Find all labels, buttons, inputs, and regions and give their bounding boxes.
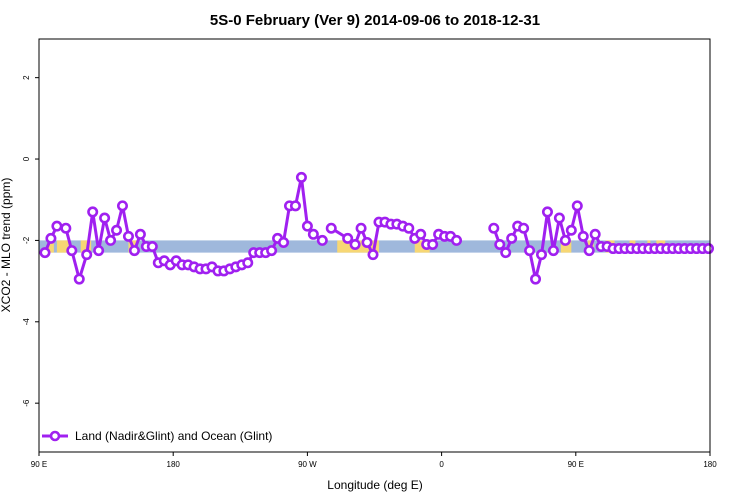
x-tick-label: 90 W [298, 460, 317, 469]
data-point [51, 220, 63, 232]
data-point [111, 224, 123, 236]
data-point [342, 232, 354, 244]
data-point [427, 238, 439, 250]
data-point [87, 206, 99, 218]
data-point [134, 228, 146, 240]
y-tick-label: 2 [22, 75, 31, 80]
data-point [45, 232, 57, 244]
data-point [506, 232, 518, 244]
data-point [565, 224, 577, 236]
data-point [93, 245, 105, 257]
data-point [146, 241, 158, 253]
data-point [295, 171, 307, 183]
data-point [316, 234, 328, 246]
data-point [541, 206, 553, 218]
land-band [56, 240, 69, 253]
data-point [99, 212, 111, 224]
data-point [81, 249, 93, 261]
y-axis: -6 -4 -2 0 2 [22, 75, 39, 407]
data-point [242, 257, 254, 269]
data-point [60, 222, 72, 234]
data-point [307, 228, 319, 240]
y-tick-label: -4 [22, 318, 31, 326]
data-point [571, 200, 583, 212]
data-point [583, 245, 595, 257]
data-point [266, 245, 278, 257]
data-point [349, 238, 361, 250]
data-point [451, 234, 463, 246]
data-point [494, 238, 506, 250]
data-point [278, 236, 290, 248]
y-tick-label: -2 [22, 236, 31, 244]
x-axis-label: Longitude (deg E) [327, 478, 422, 492]
chart-title: 5S-0 February (Ver 9) 2014-09-06 to 2018… [210, 12, 540, 29]
data-point [122, 230, 134, 242]
legend: Land (Nadir&Glint) and Ocean (Glint) [42, 429, 272, 443]
data-point [415, 228, 427, 240]
x-tick-label: 180 [167, 460, 181, 469]
land-band [560, 240, 572, 253]
data-point [289, 200, 301, 212]
x-tick-label: 0 [439, 460, 444, 469]
y-tick-label: -6 [22, 399, 31, 407]
data-point [355, 222, 367, 234]
data-point [361, 236, 373, 248]
legend-point-swatch [49, 430, 61, 442]
series-line [43, 175, 709, 281]
x-axis: 90 E 180 90 W 0 90 E 180 [31, 452, 717, 469]
x-tick-label: 180 [703, 460, 717, 469]
data-point [553, 212, 565, 224]
data-point [403, 222, 415, 234]
land-band [47, 240, 54, 253]
data-point [500, 247, 512, 259]
legend-label: Land (Nadir&Glint) and Ocean (Glint) [75, 429, 272, 443]
data-point [518, 222, 530, 234]
data-point [66, 245, 78, 257]
data-point [73, 273, 85, 285]
data-point [703, 243, 715, 255]
y-axis-label: XCO2 - MLO trend (ppm) [0, 178, 13, 313]
data-point [577, 230, 589, 242]
plot-frame [38, 38, 711, 453]
data-point [128, 245, 140, 257]
land-band [80, 240, 92, 253]
data-point [559, 234, 571, 246]
data-point [524, 245, 536, 257]
data-point [39, 247, 51, 259]
y-tick-label: 0 [22, 156, 31, 161]
x-tick-label: 90 E [568, 460, 584, 469]
data-point [530, 273, 542, 285]
data-point [117, 200, 129, 212]
data-point [367, 249, 379, 261]
data-point [105, 234, 117, 246]
data-point [536, 249, 548, 261]
data-point [589, 228, 601, 240]
data-point [325, 222, 337, 234]
x-tick-label: 90 E [31, 460, 47, 469]
data-point [301, 220, 313, 232]
data-point [547, 245, 559, 257]
data-point [488, 222, 500, 234]
series-points [39, 171, 715, 285]
